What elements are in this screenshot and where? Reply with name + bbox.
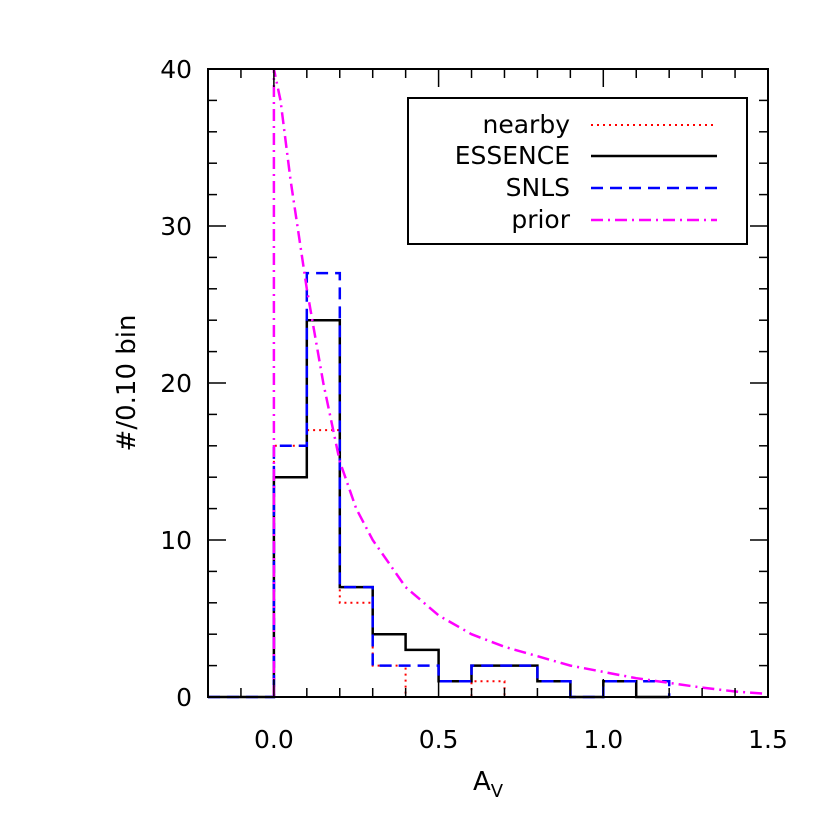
legend-label-prior: prior bbox=[511, 205, 570, 234]
x-axis-label: AV bbox=[473, 767, 504, 802]
x-tick-label: 1.0 bbox=[583, 725, 623, 754]
x-tick-label: 0.5 bbox=[419, 725, 459, 754]
legend-label-nearby: nearby bbox=[483, 110, 571, 139]
legend-label-essence: ESSENCE bbox=[455, 141, 570, 170]
y-tick-label: 20 bbox=[160, 369, 192, 398]
x-tick-label: 0.0 bbox=[254, 725, 294, 754]
y-tick-label: 0 bbox=[176, 683, 192, 712]
y-tick-label: 30 bbox=[160, 212, 192, 241]
y-tick-label: 10 bbox=[160, 526, 192, 555]
x-tick-label: 1.5 bbox=[748, 725, 788, 754]
series-prior-line bbox=[272, 68, 769, 697]
legend-label-snls: SNLS bbox=[506, 173, 570, 202]
legend-box bbox=[407, 97, 748, 245]
axes-layer: 0.0 0.5 1.0 1.5 0 10 20 30 40 AV #/0.10 bin bbox=[112, 55, 788, 802]
y-tick-label: 40 bbox=[160, 55, 192, 84]
y-axis-label: #/0.10 bin bbox=[112, 315, 142, 452]
series-snls-line bbox=[208, 271, 671, 699]
series-essence-line bbox=[208, 318, 670, 699]
